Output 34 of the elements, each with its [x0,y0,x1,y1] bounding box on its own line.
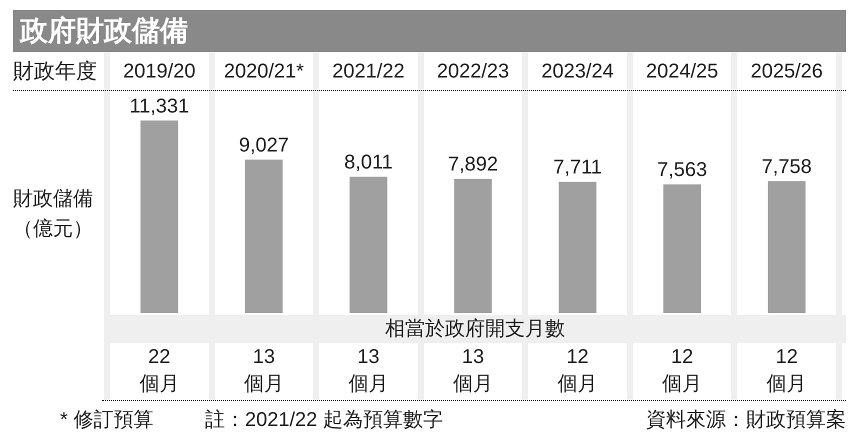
data-label: 7,563 [657,159,708,182]
data-label: 11,331 [129,95,190,118]
text: 22個月 [138,345,180,397]
x-tick-label: 2020/21* [224,60,304,83]
x-tick-label: 2023/24 [541,60,614,83]
text: 13個月 [348,345,389,397]
bar [140,120,178,313]
x-tick-label: 2021/22 [332,60,405,83]
text: 註：2021/22 起為預算數字 [205,408,443,433]
text: 13個月 [243,345,284,397]
source-note: 資料來源：財政預算案 [646,408,846,433]
bar [768,181,806,313]
bar [663,184,701,313]
data-label: 7,758 [762,156,812,178]
text: 13個月 [452,345,494,397]
data-label: 9,027 [238,134,289,156]
text: 12個月 [662,345,703,397]
x-tick-label: 2024/25 [646,60,718,83]
x-tick-label: 2025/26 [750,60,823,83]
data-label: 7,711 [553,156,602,179]
x-axis-title: 財政年度 [13,59,97,85]
x-tick-label: 2022/23 [436,60,510,83]
bar [245,160,283,313]
text: 12個月 [557,345,598,397]
data-label: 8,011 [344,152,393,174]
data-label: 7,892 [448,154,498,176]
chart-title: 政府財政儲備 [20,14,188,48]
text: 12個月 [766,345,808,397]
bar [558,182,596,313]
bar [454,178,492,313]
text: * 修訂預算 [60,408,154,433]
y-axis-title: 財政儲備（億元） [12,187,94,242]
bar [350,176,388,313]
x-tick-label: 2019/20 [123,60,196,83]
